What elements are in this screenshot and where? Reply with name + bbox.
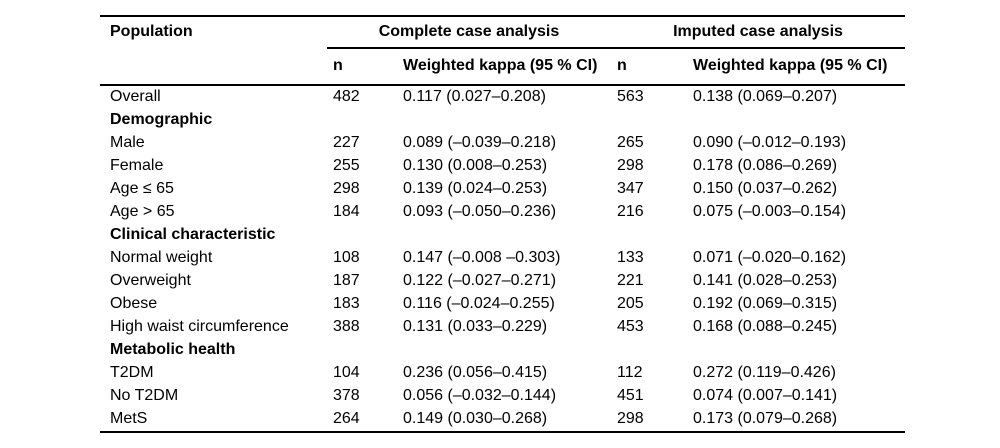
table-row: Female 255 0.130 (0.008–0.253) 298 0.178… (100, 155, 905, 178)
complete-n-cell: 183 (333, 295, 360, 312)
imputed-n-cell: 205 (617, 295, 644, 312)
table-row: Age > 65 184 0.093 (–0.050–0.236) 216 0.… (100, 201, 905, 224)
complete-kappa-cell: 0.149 (0.030–0.268) (403, 410, 548, 427)
rule-bottom (100, 430, 905, 433)
population-cell: Male (110, 134, 145, 151)
table-row: Overall 482 0.117 (0.027–0.208) 563 0.13… (100, 86, 905, 109)
table-row: Male 227 0.089 (–0.039–0.218) 265 0.090 … (100, 132, 905, 155)
complete-kappa-cell: 0.117 (0.027–0.208) (403, 88, 546, 105)
column-header-row: n Weighted kappa (95 % CI) n Weighted ka… (100, 49, 905, 84)
imputed-kappa-cell: 0.178 (0.086–0.269) (693, 157, 838, 174)
group-underline-rule (327, 46, 905, 49)
complete-kappa-cell: 0.116 (–0.024–0.255) (403, 295, 555, 312)
complete-case-group-header: Complete case analysis (378, 22, 560, 40)
imputed-n-header: n (617, 57, 627, 74)
group-header-row: Population Complete case analysis Impute… (100, 17, 905, 47)
rule-header-bottom (100, 83, 905, 86)
imputed-case-group-header: Imputed case analysis (673, 22, 843, 40)
imputed-n-cell: 347 (617, 180, 644, 197)
complete-kappa-cell: 0.130 (0.008–0.253) (403, 157, 548, 174)
table-row: High waist circumference 388 0.131 (0.03… (100, 316, 905, 339)
population-cell: Demographic (110, 111, 213, 128)
table-row: Normal weight 108 0.147 (–0.008 –0.303) … (100, 247, 905, 270)
imputed-kappa-cell: 0.150 (0.037–0.262) (693, 180, 838, 197)
section-row: Demographic (100, 109, 905, 132)
complete-n-cell: 227 (333, 134, 360, 151)
imputed-n-cell: 453 (617, 318, 644, 335)
rule-top (100, 15, 905, 17)
imputed-n-cell: 216 (617, 203, 644, 220)
population-cell: Overweight (110, 272, 191, 289)
complete-kappa-cell: 0.139 (0.024–0.253) (403, 180, 548, 197)
complete-kappa-cell: 0.131 (0.033–0.229) (403, 318, 548, 335)
imputed-kappa-cell: 0.090 (–0.012–0.193) (693, 134, 847, 151)
complete-n-cell: 108 (333, 249, 360, 266)
imputed-kappa-cell: 0.141 (0.028–0.253) (693, 272, 838, 289)
imputed-n-cell: 298 (617, 157, 644, 174)
imputed-n-cell: 221 (617, 272, 644, 289)
complete-n-cell: 187 (333, 272, 360, 289)
complete-n-cell: 482 (333, 88, 360, 105)
population-cell: Normal weight (110, 249, 213, 266)
imputed-kappa-cell: 0.075 (–0.003–0.154) (693, 203, 847, 220)
imputed-kappa-cell: 0.272 (0.119–0.426) (693, 364, 836, 381)
imputed-kappa-cell: 0.074 (0.007–0.141) (693, 387, 838, 404)
complete-kappa-cell: 0.093 (–0.050–0.236) (403, 203, 557, 220)
population-cell: Female (110, 157, 164, 174)
table-row: MetS 264 0.149 (0.030–0.268) 298 0.173 (… (100, 408, 905, 431)
population-cell: Clinical characteristic (110, 226, 276, 243)
complete-n-cell: 298 (333, 180, 360, 197)
complete-n-cell: 104 (333, 364, 360, 381)
population-cell: No T2DM (110, 387, 179, 404)
table-row: Age ≤ 65 298 0.139 (0.024–0.253) 347 0.1… (100, 178, 905, 201)
table-row: Overweight 187 0.122 (–0.027–0.271) 221 … (100, 270, 905, 293)
imputed-kappa-cell: 0.173 (0.079–0.268) (693, 410, 838, 427)
table-row: T2DM 104 0.236 (0.056–0.415) 112 0.272 (… (100, 362, 905, 385)
table-body: Overall 482 0.117 (0.027–0.208) 563 0.13… (100, 86, 905, 431)
population-cell: Obese (110, 295, 158, 312)
complete-kappa-cell: 0.147 (–0.008 –0.303) (403, 249, 561, 266)
section-row: Metabolic health (100, 339, 905, 362)
imputed-kappa-cell: 0.168 (0.088–0.245) (693, 318, 838, 335)
imputed-kappa-cell: 0.071 (–0.020–0.162) (693, 249, 847, 266)
section-row: Clinical characteristic (100, 224, 905, 247)
complete-kappa-cell: 0.089 (–0.039–0.218) (403, 134, 557, 151)
weighted-kappa-table: Population Complete case analysis Impute… (100, 15, 905, 433)
population-cell: Overall (110, 88, 161, 105)
complete-n-header: n (333, 57, 343, 74)
population-header: Population (110, 22, 193, 40)
complete-n-cell: 378 (333, 387, 360, 404)
complete-kappa-cell: 0.122 (–0.027–0.271) (403, 272, 557, 289)
imputed-n-cell: 298 (617, 410, 644, 427)
table-row: No T2DM 378 0.056 (–0.032–0.144) 451 0.0… (100, 385, 905, 408)
complete-kappa-header: Weighted kappa (95 % CI) (403, 57, 598, 74)
population-cell: Age > 65 (110, 203, 175, 220)
imputed-kappa-cell: 0.138 (0.069–0.207) (693, 88, 838, 105)
complete-kappa-cell: 0.236 (0.056–0.415) (403, 364, 548, 381)
imputed-n-cell: 112 (617, 364, 643, 381)
population-cell: T2DM (110, 364, 154, 381)
complete-n-cell: 264 (333, 410, 360, 427)
population-cell: MetS (110, 410, 148, 427)
imputed-kappa-cell: 0.192 (0.069–0.315) (693, 295, 838, 312)
imputed-kappa-header: Weighted kappa (95 % CI) (693, 57, 888, 74)
imputed-n-cell: 265 (617, 134, 644, 151)
population-cell: Metabolic health (110, 341, 236, 358)
complete-n-cell: 184 (333, 203, 360, 220)
imputed-n-cell: 563 (617, 88, 644, 105)
population-cell: Age ≤ 65 (110, 180, 174, 197)
table-row: Obese 183 0.116 (–0.024–0.255) 205 0.192… (100, 293, 905, 316)
population-cell: High waist circumference (110, 318, 289, 335)
complete-n-cell: 388 (333, 318, 360, 335)
complete-n-cell: 255 (333, 157, 360, 174)
imputed-n-cell: 133 (617, 249, 644, 266)
complete-kappa-cell: 0.056 (–0.032–0.144) (403, 387, 557, 404)
imputed-n-cell: 451 (617, 387, 644, 404)
